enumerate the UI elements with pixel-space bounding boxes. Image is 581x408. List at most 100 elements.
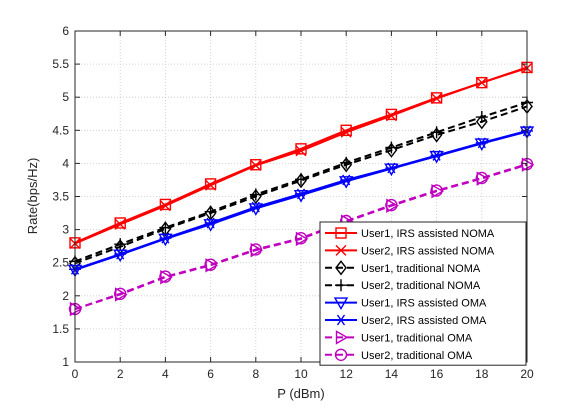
point-triangle-down (338, 176, 354, 189)
y-tick-label: 3.5 (52, 190, 69, 204)
point-x (295, 145, 307, 157)
point-plus (475, 111, 488, 124)
point-x (205, 179, 217, 191)
point-x (431, 93, 443, 105)
series-line (74, 163, 528, 310)
legend-entry: User2, IRS assisted OMA (325, 314, 487, 327)
point-triangle-right (69, 301, 83, 317)
legend-label: User1, IRS assisted NOMA (361, 228, 495, 240)
point-x (340, 126, 352, 138)
point-triangle-right (250, 242, 264, 258)
point-asterisk (385, 162, 398, 174)
point-x (476, 77, 488, 89)
point-circle (385, 198, 398, 212)
point-asterisk (249, 201, 262, 213)
legend-label: User2, traditional NOMA (361, 280, 481, 292)
x-tick-label: 16 (430, 367, 444, 381)
y-tick-label: 2 (62, 289, 69, 303)
point-plus (159, 221, 172, 234)
point-plus (249, 188, 262, 201)
point-asterisk (340, 174, 353, 186)
x-tick-label: 14 (385, 367, 399, 381)
point-triangle-right (386, 198, 399, 213)
legend-label: User2, traditional OMA (361, 350, 473, 362)
series-4 (69, 96, 533, 268)
y-tick-label: 5.5 (52, 57, 69, 71)
x-tick-label: 2 (117, 367, 124, 381)
point-circle (294, 232, 308, 245)
point-asterisk (114, 248, 127, 260)
point-triangle-down (203, 219, 218, 232)
point-plus (295, 173, 307, 186)
point-diamond (475, 114, 488, 130)
point-circle (113, 287, 127, 301)
legend-entry: User2, traditional NOMA (325, 279, 481, 292)
legend-box (319, 221, 527, 366)
point-asterisk (295, 188, 307, 200)
y-tick-label: 1.5 (52, 322, 69, 336)
series-layer (67, 61, 535, 317)
legend-entry: User1, traditional OMA (325, 330, 473, 345)
legend-entry: User1, IRS assisted OMA (325, 297, 487, 311)
y-tick-label: 4.5 (52, 123, 69, 137)
series-line (74, 101, 528, 263)
point-square (430, 92, 443, 104)
point-square (335, 227, 347, 239)
point-triangle-right (115, 287, 128, 302)
point-x (385, 110, 397, 122)
point-circle (159, 270, 172, 283)
legend-label: User1, IRS assisted OMA (361, 298, 487, 310)
point-x (114, 218, 126, 230)
point-circle (249, 243, 263, 256)
point-triangle-right (521, 157, 535, 172)
x-tick-label: 0 (72, 367, 79, 381)
legend-label: User1, traditional NOMA (361, 263, 481, 275)
x-tick-label: 6 (207, 367, 214, 381)
point-circle (475, 171, 488, 185)
point-asterisk (204, 217, 217, 229)
y-tick-label: 5 (62, 90, 69, 104)
point-square (476, 76, 488, 89)
y-axis-label: Rate(bps/Hz) (25, 158, 40, 235)
series-6 (69, 125, 533, 275)
point-plus (430, 126, 443, 139)
point-plus (114, 238, 127, 251)
legend-label: User1, traditional OMA (361, 332, 473, 344)
point-x (159, 200, 171, 212)
point-triangle-down (293, 189, 309, 203)
point-triangle-down (333, 297, 349, 311)
axes: 0 2 4 6 8 10 12 14 16 18 20 1 1.5 2 2.5 3 3.5 4 4.5 5 5.5 6 (52, 24, 534, 381)
y-tick-label: 1 (62, 355, 69, 369)
point-circle (204, 258, 217, 271)
legend-entry: User2, traditional OMA (325, 348, 473, 362)
point-plus (385, 141, 398, 154)
point-diamond (335, 260, 347, 276)
point-asterisk (475, 137, 488, 149)
x-tick-label: 8 (252, 367, 259, 381)
y-tick-label: 4 (62, 156, 69, 170)
x-axis-label: P (dBm) (277, 386, 324, 401)
point-asterisk (159, 232, 172, 244)
point-asterisk (335, 314, 347, 326)
point-circle (334, 348, 348, 361)
x-tick-label: 4 (162, 367, 169, 381)
x-tick-label: 18 (475, 367, 489, 381)
y-tick-label: 6 (62, 24, 69, 38)
x-tick-label: 10 (294, 367, 308, 381)
point-x (335, 244, 347, 256)
point-plus (335, 279, 347, 292)
series-line (74, 105, 528, 265)
legend-entry: User1, traditional NOMA (325, 260, 481, 276)
legend: User1, IRS assisted NOMA User2, IRS assis… (319, 221, 527, 366)
y-tick-label: 3 (62, 223, 69, 237)
legend-label: User2, IRS assisted OMA (361, 315, 487, 327)
point-circle (430, 184, 443, 197)
y-tick-label: 2.5 (52, 256, 69, 270)
x-tick-label: 12 (340, 367, 354, 381)
legend-entry: User2, IRS assisted NOMA (325, 244, 495, 257)
point-plus (340, 156, 353, 169)
point-asterisk (430, 150, 443, 161)
series-2 (69, 62, 533, 249)
point-x (250, 159, 262, 171)
